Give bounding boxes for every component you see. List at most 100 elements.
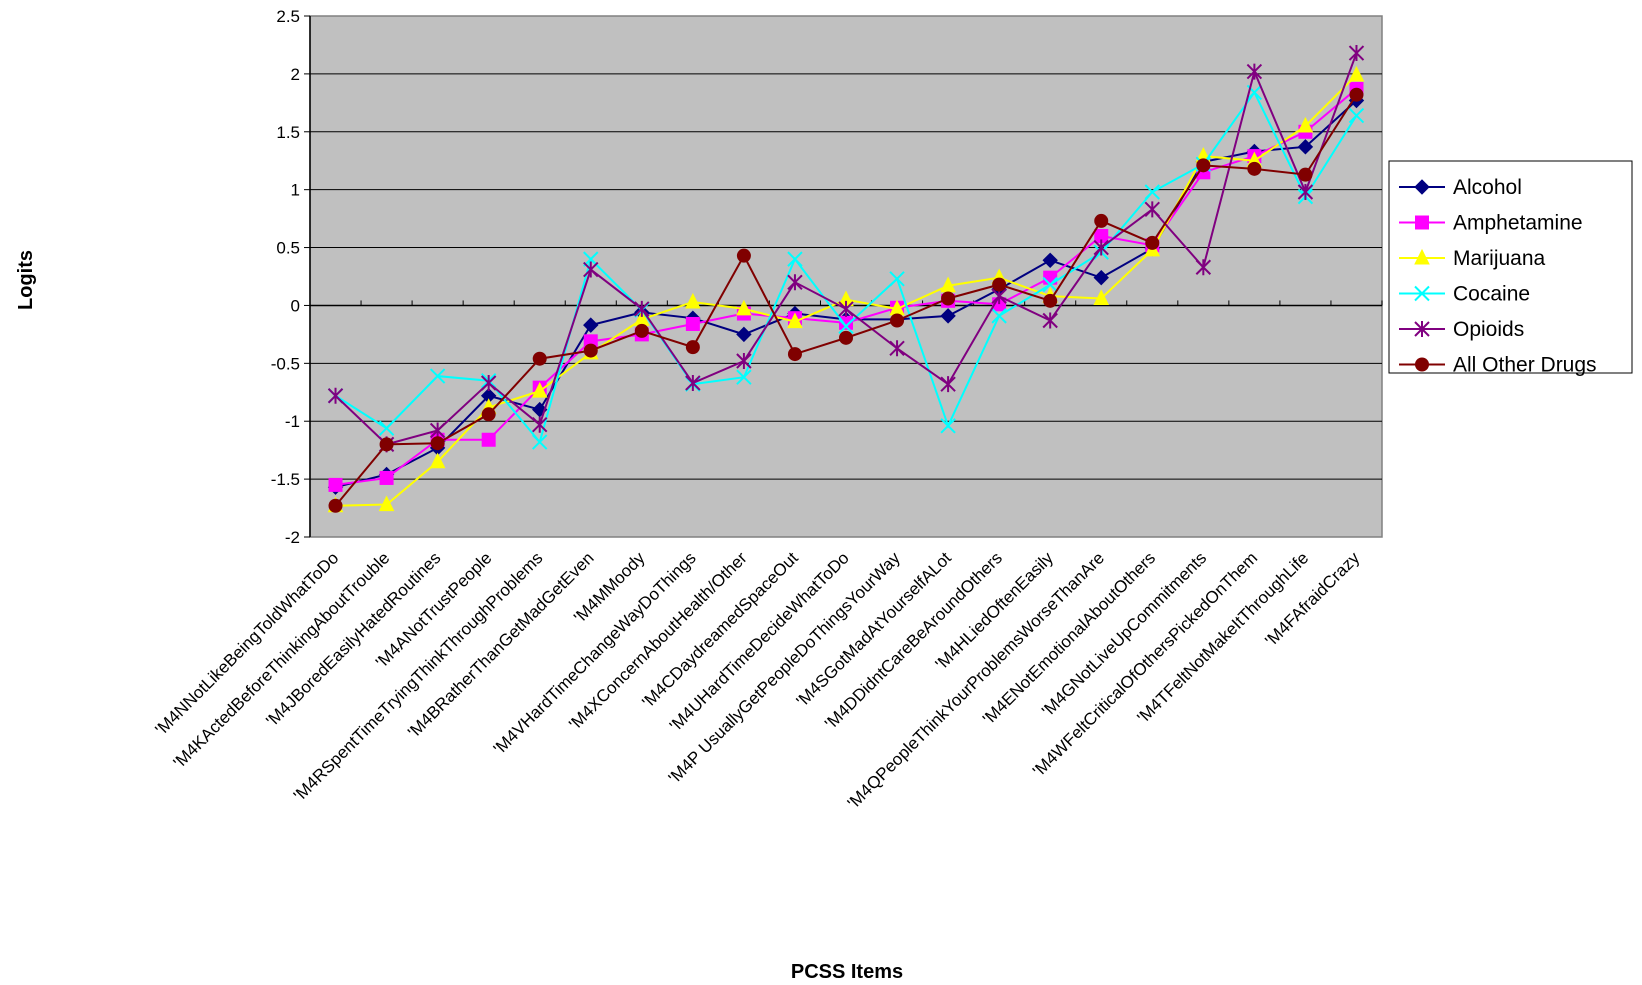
data-point: [531, 382, 548, 398]
data-point: [532, 351, 547, 366]
data-point: [480, 375, 497, 392]
y-tick-label: 1: [291, 181, 300, 200]
data-point: [736, 353, 752, 370]
data-point: [890, 313, 905, 328]
y-axis-ticks: -2 -1.5 -1 -0.5 0 0.5 1 1.5 2 2.5: [271, 7, 310, 547]
data-point: [1043, 293, 1058, 308]
data-point: [379, 437, 394, 452]
legend-marker: [1415, 357, 1429, 372]
legend-marker: [1414, 248, 1430, 265]
data-point: [889, 340, 905, 357]
data-point: [941, 291, 956, 306]
data-point: [787, 274, 803, 291]
data-point: [378, 495, 395, 512]
y-tick-label: -2: [285, 528, 300, 547]
data-point: [889, 271, 905, 287]
y-tick-label: -1.5: [271, 470, 300, 489]
data-point: [1298, 167, 1313, 182]
y-tick-label: 2: [291, 65, 300, 84]
legend-marker: [1414, 285, 1430, 302]
legend-item: Marijuana: [1399, 247, 1546, 270]
series-all-other-drugs: [328, 87, 1364, 513]
legend-label: Opioids: [1453, 318, 1524, 341]
legend-label: Marijuana: [1453, 247, 1546, 270]
data-point: [1349, 87, 1364, 102]
data-point: [787, 251, 803, 267]
data-point: [685, 292, 701, 309]
data-point: [1195, 259, 1212, 276]
data-point: [685, 316, 700, 331]
data-point: [379, 470, 394, 485]
data-point: [736, 299, 752, 316]
data-point: [328, 477, 343, 492]
data-point: [481, 432, 496, 447]
legend-item: Alcohol: [1399, 176, 1522, 199]
y-tick-label: 2.5: [276, 7, 300, 26]
data-point: [839, 315, 853, 330]
data-point: [1348, 107, 1365, 124]
data-point: [1196, 158, 1211, 173]
y-tick-label: 0.5: [276, 239, 300, 258]
data-point: [940, 308, 956, 324]
legend-marker: [1414, 321, 1430, 337]
y-tick-label: 1.5: [276, 123, 300, 142]
data-point: [787, 347, 802, 362]
legend-label: Alcohol: [1453, 176, 1522, 199]
y-tick-label: -0.5: [271, 354, 300, 373]
data-point: [532, 416, 548, 433]
data-point: [583, 261, 599, 278]
data-point: [787, 312, 803, 329]
data-point: [839, 330, 853, 345]
data-point: [583, 343, 598, 358]
data-point: [1348, 65, 1365, 82]
data-point: [838, 318, 854, 334]
data-point: [1094, 228, 1109, 243]
data-point: [992, 277, 1007, 292]
data-point: [481, 407, 496, 422]
data-point: [583, 317, 599, 333]
data-point: [328, 498, 343, 513]
data-point: [1297, 139, 1314, 155]
data-point: [991, 308, 1007, 324]
legend-marker: [1415, 215, 1429, 230]
legend-label: Amphetamine: [1453, 212, 1583, 235]
y-tick-label: -1: [285, 412, 300, 431]
data-point: [1093, 269, 1109, 286]
plot-background: [309, 15, 1383, 538]
data-point: [685, 375, 701, 392]
legend-item: Amphetamine: [1399, 212, 1583, 235]
data-point: [429, 368, 446, 384]
data-point: [1042, 276, 1058, 293]
data-point: [736, 248, 751, 263]
data-point: [1145, 235, 1160, 250]
data-point: [1144, 184, 1160, 200]
data-point: [327, 387, 344, 404]
data-point: [1144, 201, 1160, 218]
y-tick-label: 0: [291, 296, 300, 315]
data-point: [1348, 45, 1365, 62]
data-point: [940, 376, 956, 393]
data-point: [1042, 312, 1058, 329]
data-point: [634, 323, 649, 338]
data-point: [736, 369, 752, 385]
series-lines: [327, 45, 1365, 513]
data-point: [1297, 116, 1314, 133]
data-point: [1042, 252, 1058, 268]
data-point: [685, 340, 700, 355]
data-point: [736, 326, 752, 343]
data-point: [378, 420, 395, 436]
data-point: [940, 418, 956, 434]
data-point: [1093, 289, 1110, 305]
data-point: [1246, 63, 1263, 80]
plot-area: [309, 15, 1383, 538]
legend-item: All Other Drugs: [1399, 354, 1597, 377]
legend-label: All Other Drugs: [1453, 354, 1597, 377]
data-point: [1093, 239, 1109, 256]
data-point: [634, 300, 650, 317]
data-point: [1094, 213, 1109, 228]
data-point: [1297, 183, 1314, 200]
y-axis-title: Logits: [15, 250, 37, 310]
x-axis-title: PCSS Items: [791, 961, 903, 983]
legend-item: Cocaine: [1399, 283, 1530, 306]
